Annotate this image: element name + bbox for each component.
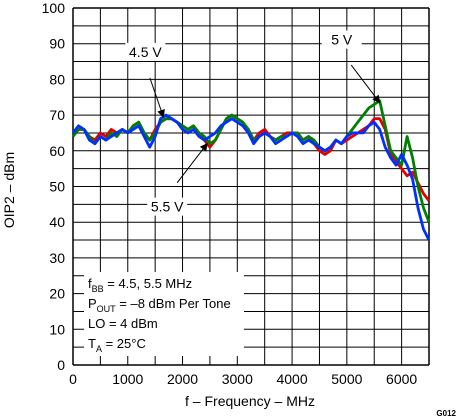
y-tick-label: 90 [49, 36, 65, 52]
annotation-bg [321, 30, 362, 49]
x-axis-label: f – Frequency – MHz [185, 393, 315, 409]
condition-ta: TA = 25°C [88, 336, 146, 354]
annotation-label: 5.5 V [151, 199, 184, 215]
y-tick-label: 10 [49, 321, 65, 337]
x-tick-label: 2000 [167, 371, 198, 387]
annotation-label: 5 V [331, 32, 353, 48]
x-tick-label: 1000 [112, 371, 143, 387]
series-line-3 [71, 113, 431, 241]
y-axis-label: OIP2 – dBm [1, 152, 17, 228]
x-tick-label: 6000 [386, 371, 417, 387]
series-line-2 [71, 99, 431, 223]
annotation-arrow [176, 142, 208, 183]
x-tick-label: 0 [69, 371, 77, 387]
y-tick-label: 50 [49, 179, 65, 195]
annotation-bg [147, 197, 188, 216]
x-tick-label: 5000 [331, 371, 362, 387]
condition-lo: LO = 4 dBm [88, 316, 158, 331]
chart-grid [72, 7, 430, 366]
x-tick-label: 4000 [276, 371, 307, 387]
figure-id: G012 [436, 409, 456, 418]
chart-series [71, 99, 431, 241]
annotation-arrow [350, 64, 381, 104]
conditions-legend-bg [84, 272, 244, 356]
y-tick-label: 80 [49, 71, 65, 87]
series-line-1 [72, 113, 431, 202]
annotation-label: 4.5 V [129, 44, 162, 60]
y-tick-label: 100 [42, 0, 66, 16]
chart-annotations: 4.5 V 5 V 5.5 V [125, 30, 381, 216]
y-tick-label: 20 [49, 286, 65, 302]
y-tick-label: 70 [49, 107, 65, 123]
y-tick-label: 40 [49, 214, 65, 230]
annotation-arrow [149, 77, 165, 118]
y-tick-label: 60 [49, 143, 65, 159]
y-tick-label: 0 [57, 357, 65, 373]
y-tick-label: 30 [49, 250, 65, 266]
annotation-bg [125, 42, 166, 61]
condition-fbb: fBB = 4.5, 5.5 MHz [88, 276, 192, 294]
condition-pout: POUT = –8 dBm Per Tone [88, 296, 231, 314]
x-tick-label: 3000 [222, 371, 253, 387]
conditions-legend: fBB = 4.5, 5.5 MHz POUT = –8 dBm Per Ton… [84, 272, 244, 356]
